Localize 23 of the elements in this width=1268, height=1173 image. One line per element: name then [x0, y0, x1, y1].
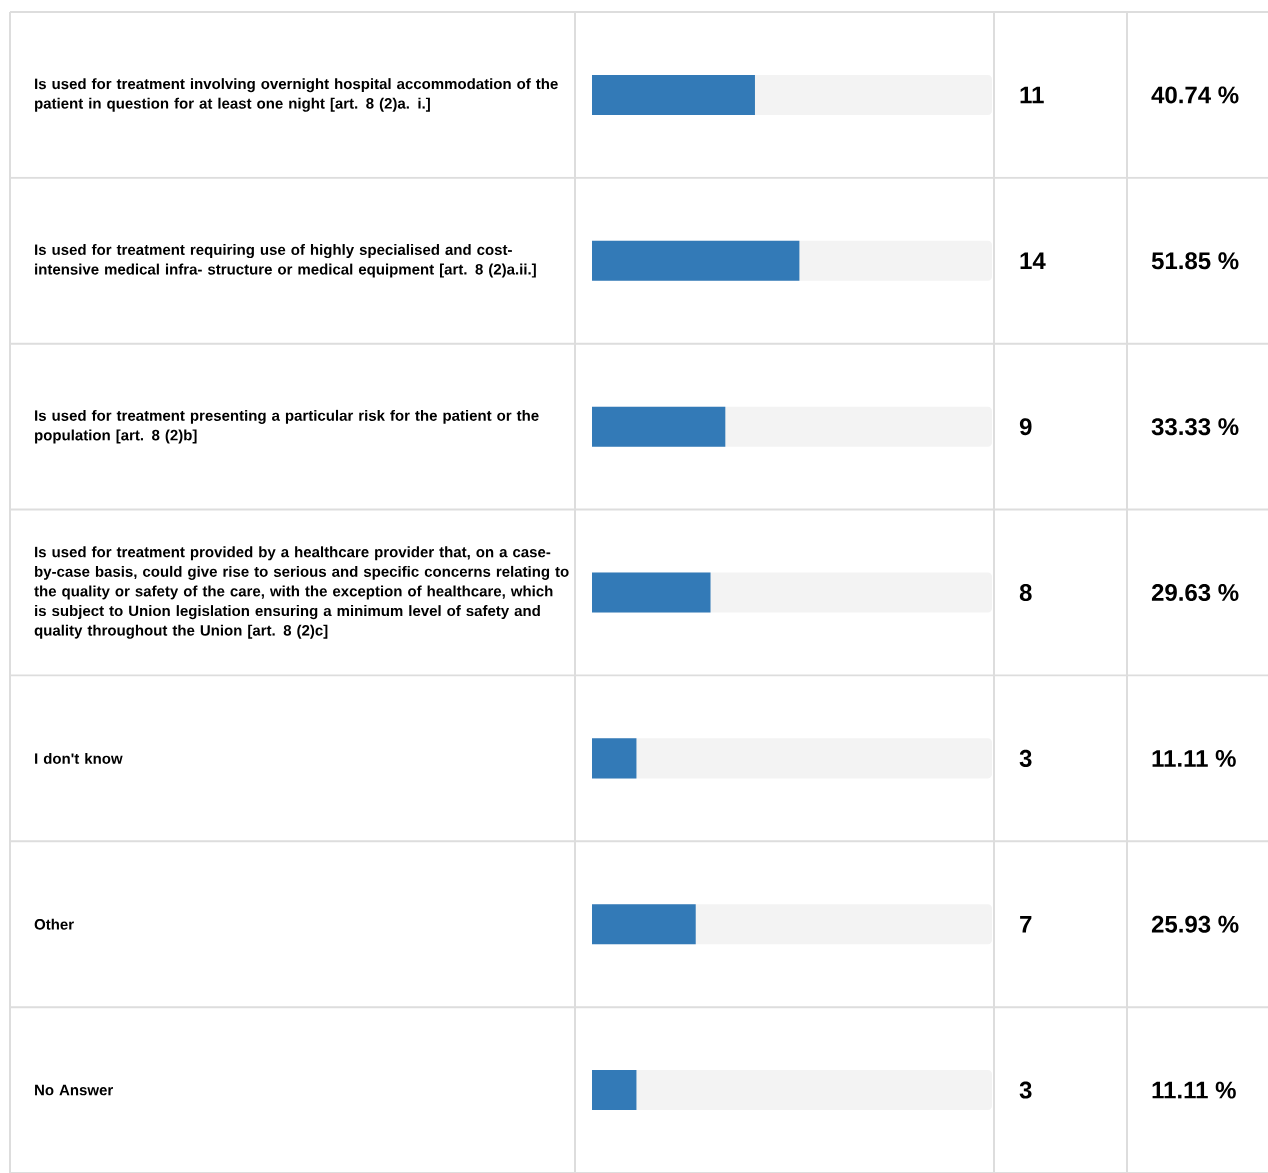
- data-label: 11.11 %: [1152, 1081, 1236, 1099]
- text: 14: [1020, 252, 1046, 270]
- y-tick-label: I don't know: [35, 752, 123, 764]
- y-tick-label: Is used for treatment provided by a healthcare provider that, on a case-by-case basis, could give rise to serious and specific concerns relating to the quality or safety of the care, with the exception of healthcare, which is subject to Union legislation ensuring a minimum level of safety and quality throughout the Union [art. 8 (2)c]: [34, 546, 569, 639]
- y-tick-label: Is used for treatment requiring use of highly specialised and cost-intensive medical infra- structure or medical equipment [art. 8 (2)a.ii.]: [35, 244, 536, 278]
- data-label: 33.33 %: [1151, 418, 1239, 436]
- y-tick-label: Is used for treatment involving overnight hospital accommodation of the patient in question for at least one night [art. 8 (2)a. i.]: [35, 78, 558, 112]
- bar: [592, 738, 637, 779]
- text: 9: [1019, 418, 1032, 436]
- y-tick-label: Other: [34, 918, 74, 930]
- data-label: 40.74 %: [1151, 86, 1239, 104]
- text: 3: [1019, 749, 1032, 767]
- data-label: 11.11 %: [1152, 749, 1236, 767]
- data-label: 29.63 %: [1151, 584, 1239, 602]
- text: 8: [1019, 584, 1032, 601]
- data-label: 25.93 %: [1151, 915, 1239, 933]
- bar: [592, 1070, 637, 1111]
- y-tick-label: Is used for treatment presenting a particular risk for the patient or the population [art. 8 (2)b]: [35, 409, 539, 444]
- data-label: 51.85 %: [1151, 252, 1239, 270]
- text: 7: [1020, 915, 1032, 933]
- text: 11: [1020, 86, 1044, 104]
- y-tick-label: No Answer: [35, 1084, 114, 1096]
- text: 3: [1019, 1081, 1032, 1099]
